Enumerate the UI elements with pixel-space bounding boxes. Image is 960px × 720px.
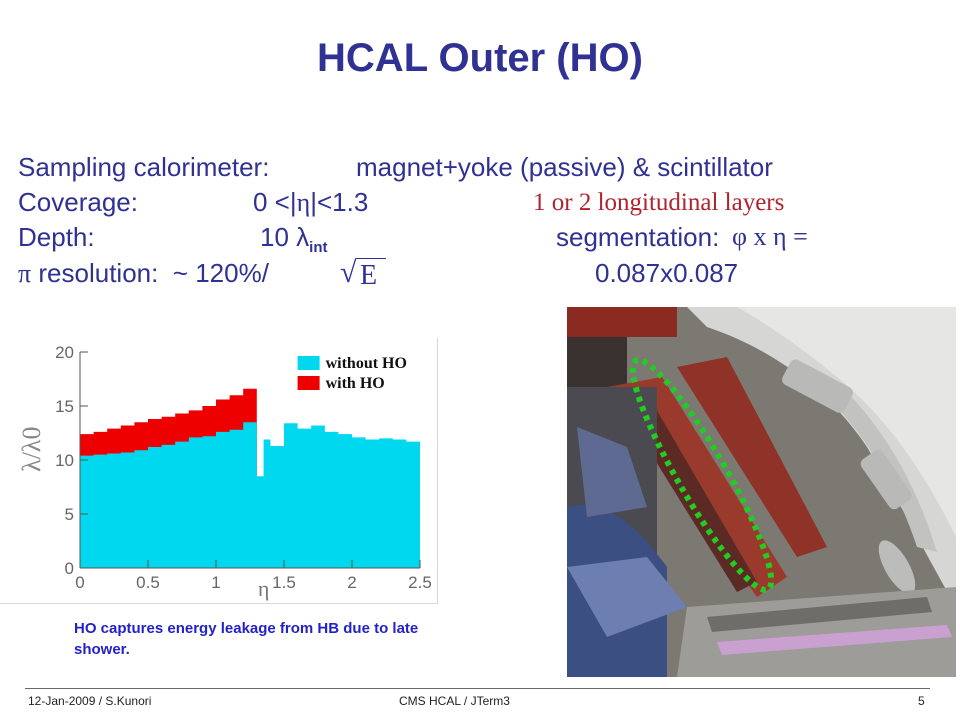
sampling-value: magnet+yoke (passive) & scintillator xyxy=(356,152,773,182)
x-tick-label: 0.5 xyxy=(136,573,160,592)
y-tick-label: 5 xyxy=(65,505,74,524)
depth-value: 10 λint xyxy=(260,222,328,256)
sqrt-bar xyxy=(356,258,386,259)
detector-photo xyxy=(567,307,956,677)
lambda-eta-histogram: 0 0.5 1 1.5 2 2.5 0 5 10 15 20 η λ/λ0 without HO with … xyxy=(17,343,432,601)
series-area-without-ho xyxy=(80,422,420,568)
plot-caption: HO captures energy leakage from HB due t… xyxy=(74,620,419,658)
footer-divider xyxy=(25,688,930,689)
y-tick-label: 0 xyxy=(65,559,74,578)
x-tick-label: 0 xyxy=(75,573,84,592)
detector-photo-illustration xyxy=(567,307,956,677)
segmentation-value: 0.087x0.087 xyxy=(595,258,739,288)
legend-swatch-without-ho xyxy=(297,356,320,370)
segmentation-label: segmentation: xyxy=(556,222,720,252)
y-axis-label: λ/λ0 xyxy=(17,426,46,471)
x-tick-label: 2 xyxy=(347,573,356,592)
x-tick-label: 1.5 xyxy=(272,573,296,592)
legend-label-without-ho: without HO xyxy=(326,355,407,372)
y-tick-label: 10 xyxy=(55,451,74,470)
coverage-value: 0 <|η|<1.3 xyxy=(253,187,369,217)
x-tick-label: 2.5 xyxy=(408,573,432,592)
y-tick-label: 15 xyxy=(55,397,74,416)
depth-label: Depth: xyxy=(18,222,95,252)
footer-page-number: 5 xyxy=(918,694,925,708)
legend-label-with-ho: with HO xyxy=(326,375,385,392)
slide-title: HCAL Outer (HO) xyxy=(317,36,643,80)
y-tick-label: 20 xyxy=(55,343,74,362)
sqrt-argument: E xyxy=(360,260,378,291)
resolution-line: π resolution: ~ 120%/ xyxy=(18,258,269,288)
segmentation-formula: φ x η = xyxy=(732,222,808,251)
legend-swatch-with-ho xyxy=(297,376,320,390)
longitudinal-layers-note: 1 or 2 longitudinal layers xyxy=(533,189,785,216)
coverage-label: Coverage: xyxy=(18,187,138,217)
footer-center-title: CMS HCAL / JTerm3 xyxy=(399,694,510,708)
sampling-label: Sampling calorimeter: xyxy=(18,152,270,182)
x-axis-label: η xyxy=(258,576,270,601)
footer-date-author: 12-Jan-2009 / S.Kunori xyxy=(28,694,152,708)
histogram-frame: 0 0.5 1 1.5 2 2.5 0 5 10 15 20 η λ/λ0 without HO with … xyxy=(0,338,438,604)
x-tick-label: 1 xyxy=(211,573,220,592)
sqrt-symbol: √ xyxy=(340,256,357,289)
